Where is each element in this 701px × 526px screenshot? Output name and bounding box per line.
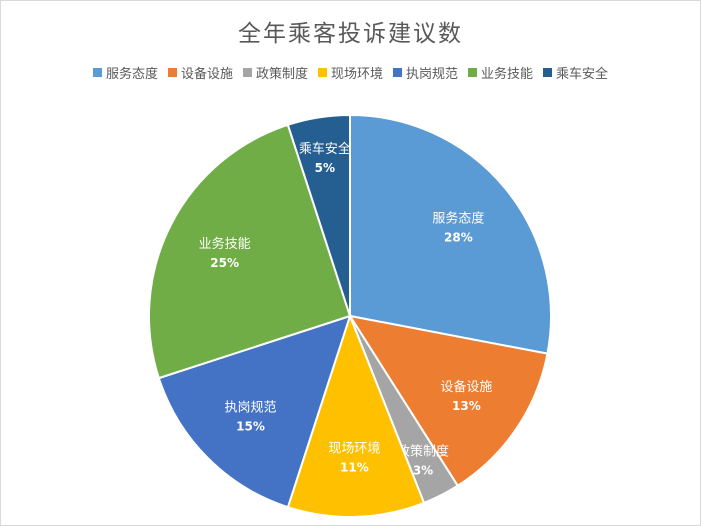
chart-title: 全年乘客投诉建议数	[238, 21, 463, 47]
legend-label: 设备设施	[180, 67, 233, 82]
legend-item: 乘车安全	[543, 63, 608, 82]
slice-label: 现场环境	[328, 442, 380, 457]
slice-label: 服务态度	[432, 210, 484, 226]
legend-swatch	[468, 68, 478, 77]
pie-slice	[157, 314, 352, 509]
slice-percent: 15%	[236, 419, 265, 433]
pie-slice	[148, 123, 352, 380]
pie-slice	[347, 314, 549, 488]
legend: 服务态度 设备设施 政策制度 现场环境 执岗规范 业务技能 乘车安全	[0, 63, 701, 82]
slice-label: 政策制度	[397, 443, 449, 459]
slice-percent: 13%	[452, 399, 481, 413]
slice-percent: 11%	[340, 461, 369, 475]
legend-item: 设备设施	[167, 63, 233, 82]
legend-item: 业务技能	[468, 63, 533, 82]
legend-label: 现场环境	[330, 67, 383, 82]
legend-label: 业务技能	[481, 67, 534, 82]
slice-percent: 5%	[315, 161, 335, 175]
pie-slice	[286, 313, 426, 518]
legend-item: 政策制度	[242, 63, 308, 82]
legend-item: 服务态度	[92, 63, 158, 82]
legend-item: 执岗规范	[393, 63, 458, 82]
legend-label: 政策制度	[255, 67, 308, 82]
slice-label: 乘车安全	[299, 141, 351, 157]
slice-label: 设备设施	[440, 379, 492, 395]
legend-swatch	[393, 68, 402, 77]
slice-percent: 3%	[413, 463, 433, 477]
legend-swatch	[242, 68, 252, 77]
slice-label: 执岗规范	[225, 400, 277, 415]
slice-label: 业务技能	[199, 236, 251, 252]
pie-slice	[349, 113, 552, 355]
slice-percent: 28%	[444, 230, 473, 244]
legend-swatch	[543, 68, 553, 77]
legend-swatch	[167, 68, 177, 77]
legend-label: 乘车安全	[556, 67, 609, 82]
slice-percent: 25%	[210, 256, 239, 270]
legend-label: 服务态度	[105, 67, 158, 82]
legend-swatch	[317, 68, 327, 77]
pie-slice	[286, 113, 351, 317]
legend-label: 执岗规范	[406, 67, 459, 82]
legend-item: 现场环境	[317, 63, 383, 82]
legend-swatch	[92, 68, 102, 77]
